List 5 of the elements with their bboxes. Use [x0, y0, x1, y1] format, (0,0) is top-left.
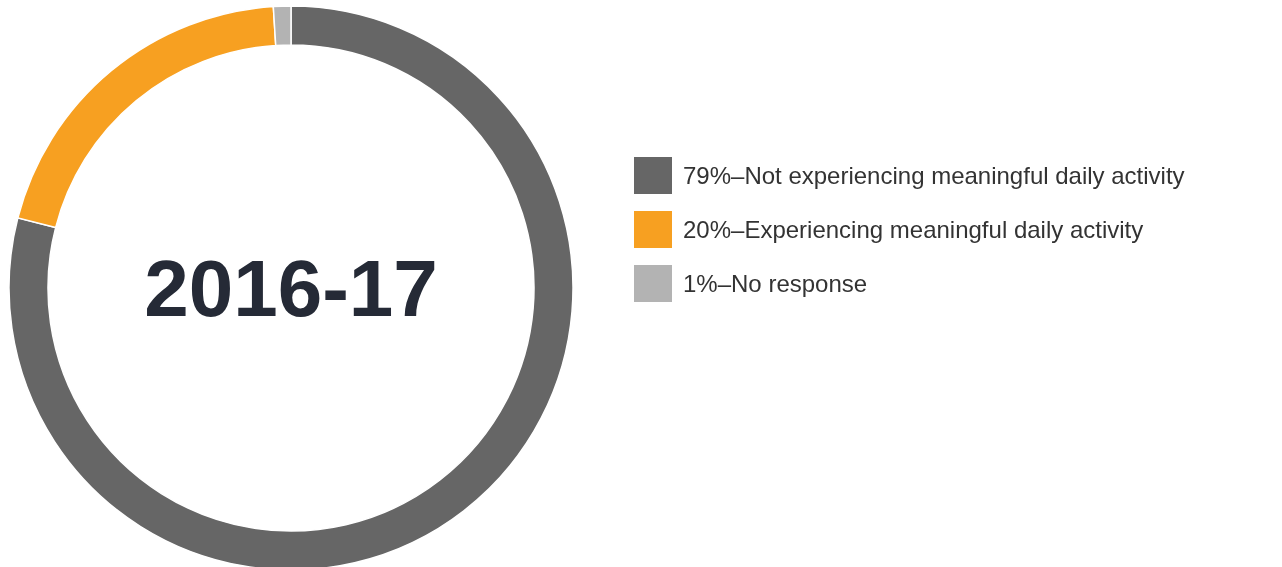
donut-slice — [8, 5, 574, 567]
legend-label: 79%–Not experiencing meaningful daily activity — [683, 162, 1185, 190]
legend-label: 20%–Experiencing meaningful daily activity — [683, 216, 1144, 244]
text: 2016-17 — [144, 244, 438, 333]
legend-label: 1%–No response — [683, 270, 868, 298]
